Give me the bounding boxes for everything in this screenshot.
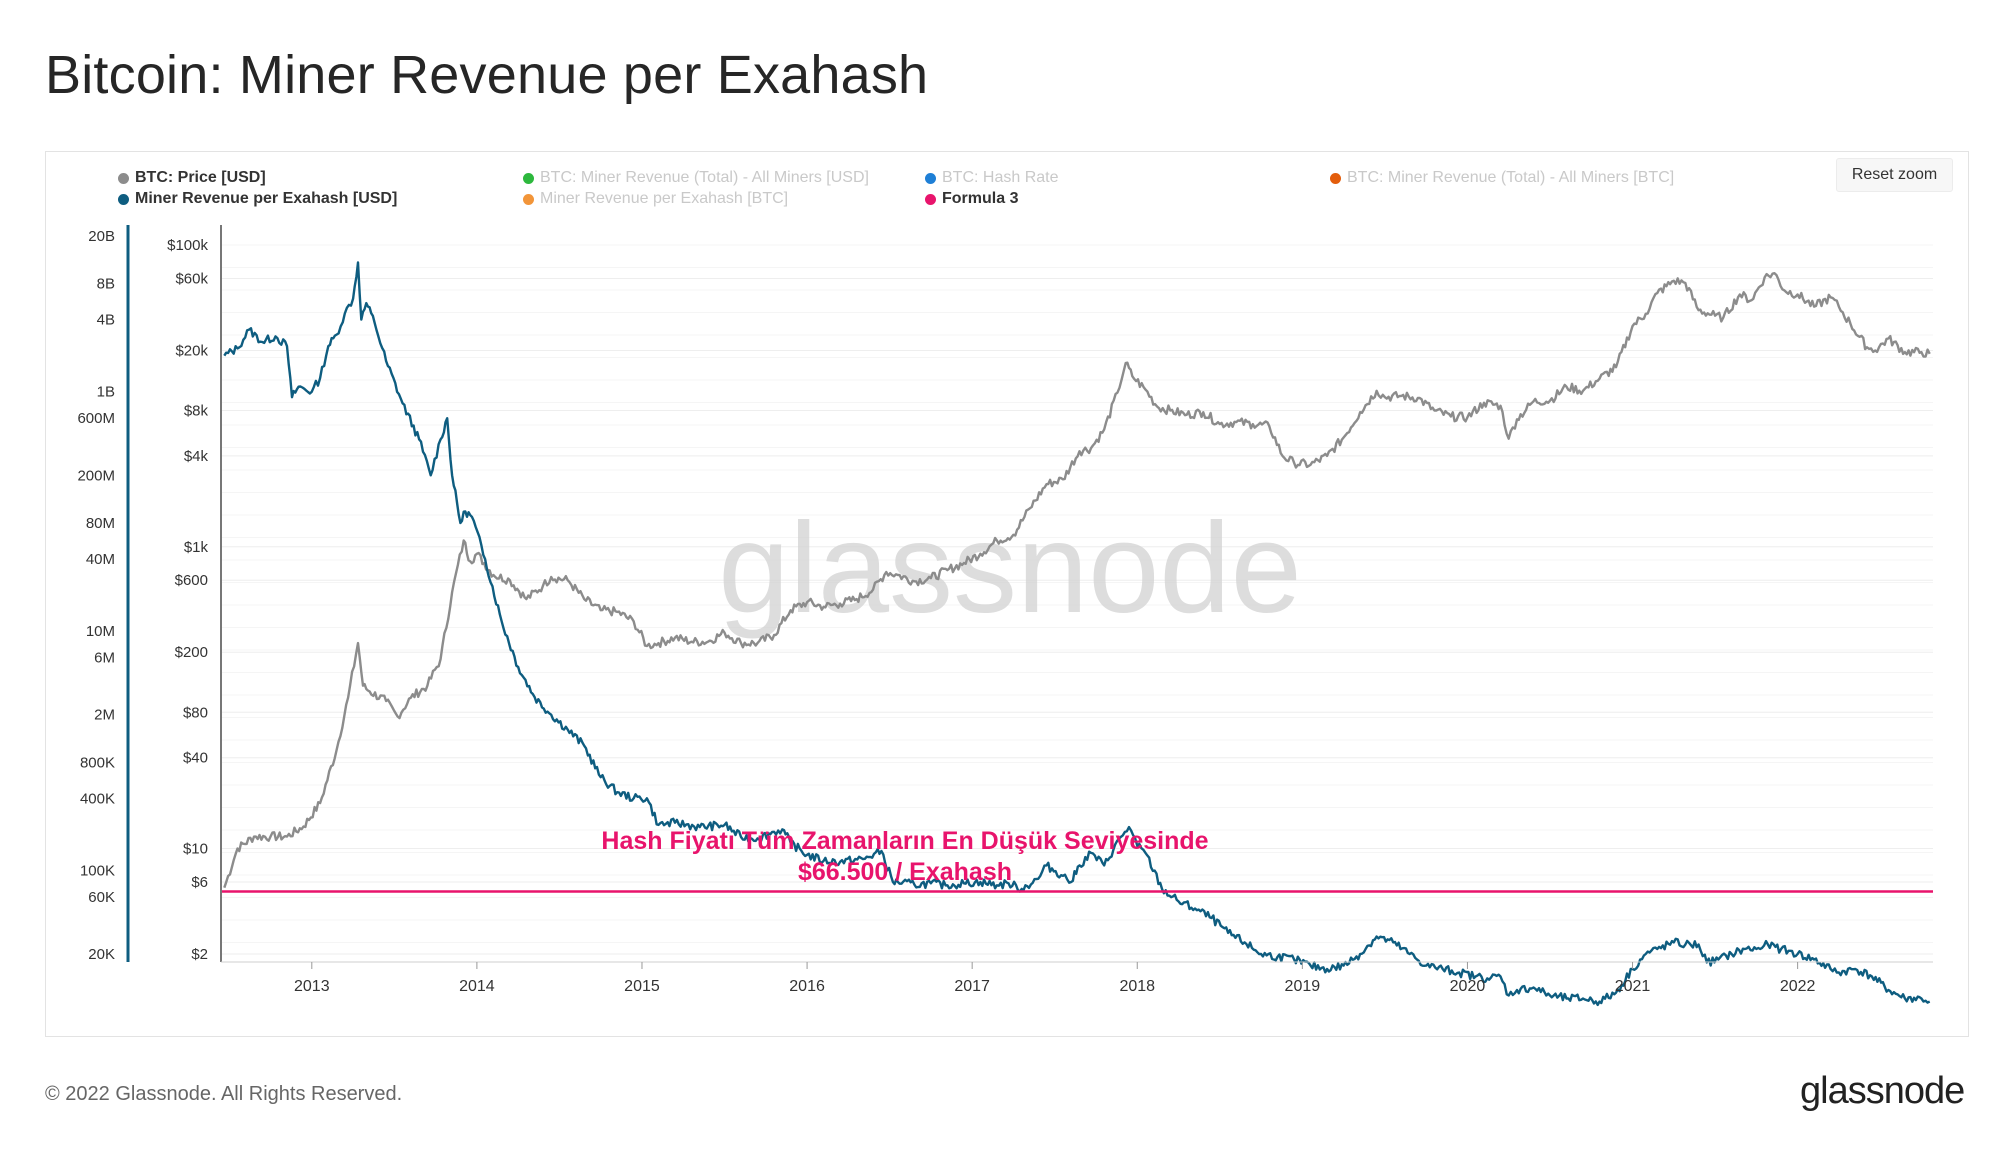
legend-dot-icon [118, 193, 129, 205]
footer-copyright: © 2022 Glassnode. All Rights Reserved. [45, 1083, 403, 1105]
legend-label: BTC: Hash Rate [942, 169, 1059, 186]
legend-dot-icon [1330, 172, 1341, 184]
legend-item-revenue-per-exahash-usd[interactable]: Miner Revenue per Exahash [USD] [118, 189, 397, 209]
reset-zoom-button[interactable]: Reset zoom [1836, 158, 1953, 192]
legend-dot-icon [118, 172, 129, 184]
legend-dot-icon [523, 193, 534, 205]
legend-dot-icon [925, 193, 936, 205]
page-title: Bitcoin: Miner Revenue per Exahash [45, 45, 929, 105]
chart-frame [45, 151, 1969, 1037]
legend-label: Formula 3 [942, 190, 1019, 207]
legend-label: BTC: Miner Revenue (Total) - All Miners … [1347, 169, 1675, 186]
legend-item-formula-3[interactable]: Formula 3 [925, 189, 1018, 209]
legend-item-revenue-per-exahash-btc[interactable]: Miner Revenue per Exahash [BTC] [523, 189, 788, 209]
legend-label: Miner Revenue per Exahash [BTC] [540, 190, 789, 207]
legend-item-hash-rate[interactable]: BTC: Hash Rate [925, 168, 1058, 188]
glassnode-logo: glassnode [1800, 1070, 1965, 1112]
legend-item-miner-revenue-usd[interactable]: BTC: Miner Revenue (Total) - All Miners … [523, 168, 869, 188]
legend-item-btc-price[interactable]: BTC: Price [USD] [118, 168, 266, 188]
legend-item-miner-revenue-btc[interactable]: BTC: Miner Revenue (Total) - All Miners … [1330, 168, 1674, 188]
legend-label: Miner Revenue per Exahash [USD] [135, 190, 398, 207]
legend-label: BTC: Miner Revenue (Total) - All Miners … [540, 169, 869, 186]
legend-dot-icon [523, 172, 534, 184]
legend-dot-icon [925, 172, 936, 184]
legend-label: BTC: Price [USD] [135, 169, 266, 186]
